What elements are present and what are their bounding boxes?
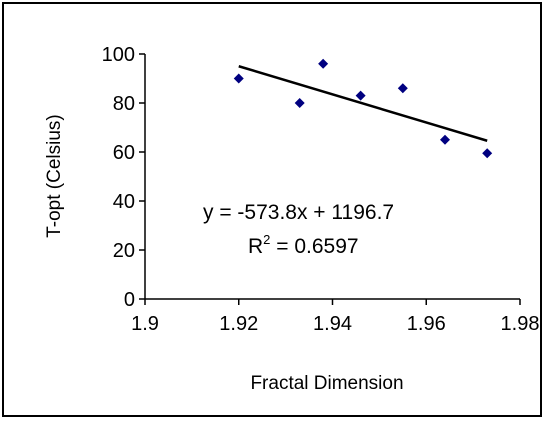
data-points	[233, 58, 493, 159]
y-tick-label: 80	[113, 93, 135, 115]
y-tick-label: 0	[124, 289, 135, 311]
x-tick-label: 1.98	[501, 313, 540, 335]
y-ticks: 0 20 40 60 80 100	[102, 44, 145, 311]
data-point	[233, 73, 244, 84]
x-tick-label: 1.9	[131, 313, 159, 335]
y-tick-label: 60	[113, 142, 135, 164]
data-point	[440, 134, 450, 145]
trendline	[238, 65, 488, 142]
data-point	[294, 98, 305, 108]
y-axis-title: T-opt (Celsius)	[44, 114, 65, 238]
r-squared-symbol: R	[248, 235, 263, 258]
data-point	[318, 58, 329, 69]
data-point	[397, 83, 408, 94]
r-squared-superscript: 2	[263, 232, 270, 247]
data-point	[355, 90, 366, 101]
r-squared-value: = 0.6597	[270, 235, 358, 258]
chart-frame	[2, 2, 542, 417]
x-tick-label: 1.92	[219, 313, 258, 335]
x-ticks: 1.9 1.92 1.94 1.96 1.98	[131, 299, 539, 335]
axes	[144, 54, 520, 300]
y-tick-label: 40	[113, 191, 135, 213]
x-axis-title: Fractal Dimension	[250, 373, 403, 394]
y-tick-label: 20	[113, 240, 135, 262]
r-squared-label: R2 = 0.6597	[248, 232, 359, 258]
y-tick-label: 100	[102, 44, 135, 66]
trendline-equation: y = -573.8x + 1196.7	[203, 201, 394, 224]
data-point	[482, 148, 493, 159]
x-tick-label: 1.96	[407, 313, 446, 335]
x-tick-label: 1.94	[313, 313, 352, 335]
